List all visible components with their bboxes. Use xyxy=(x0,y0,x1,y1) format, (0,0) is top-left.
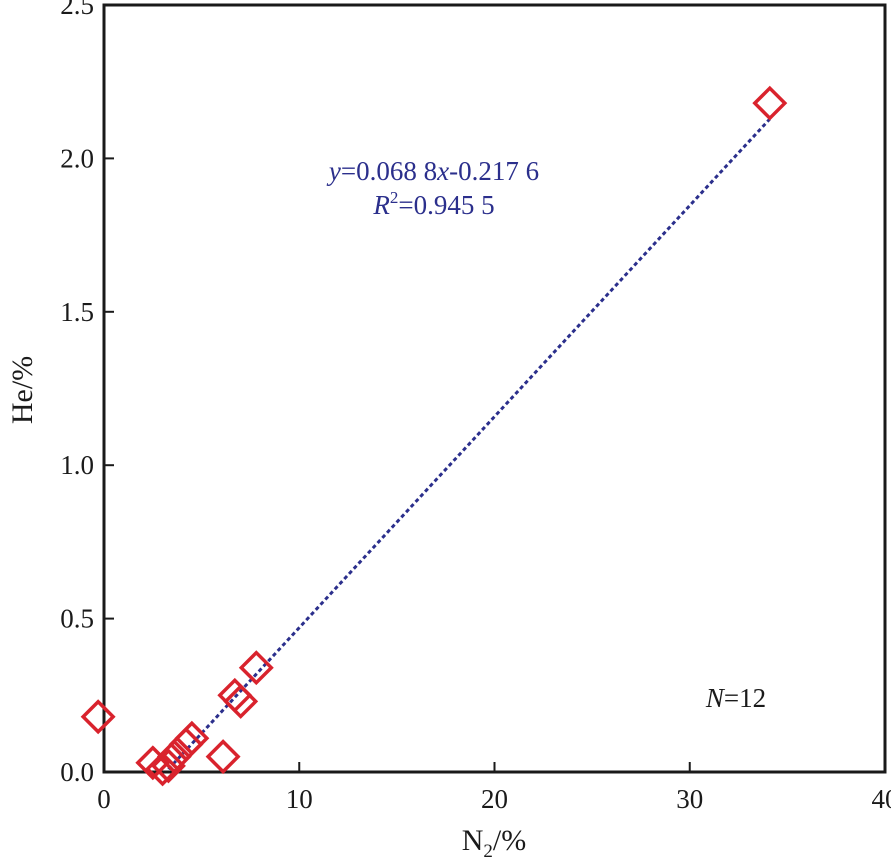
data-point-marker xyxy=(80,699,116,735)
data-point-marker xyxy=(205,739,241,775)
data-point-marker xyxy=(752,85,788,121)
data-points xyxy=(80,85,788,787)
data-point-marker xyxy=(145,751,181,787)
data-point-marker xyxy=(156,739,192,775)
y-axis-ticks: 0.0 0.5 1.0 1.5 2.0 2.5 xyxy=(60,0,114,787)
data-point-marker xyxy=(150,748,186,784)
trendline-group xyxy=(167,117,771,771)
y-tick-label: 1.5 xyxy=(60,297,94,327)
x-tick-label: 0 xyxy=(97,784,111,814)
y-tick-label: 0.5 xyxy=(60,604,94,634)
y-tick-label: 2.5 xyxy=(60,0,94,20)
data-point-marker xyxy=(174,720,210,756)
y-tick-label: 2.0 xyxy=(60,143,94,173)
x-tick-label: 40 xyxy=(872,784,891,814)
x-tick-label: 20 xyxy=(481,784,508,814)
data-point-marker xyxy=(238,650,274,686)
x-tick-label: 10 xyxy=(286,784,313,814)
y-axis-title: He/% xyxy=(6,356,39,424)
y-tick-label: 1.0 xyxy=(60,450,94,480)
regression-equation: y=0.068 8x-0.217 6 xyxy=(326,156,539,186)
sample-count-label: N=12 xyxy=(705,683,766,713)
data-point-marker xyxy=(223,683,259,719)
x-axis-ticks: 0 10 20 30 40 xyxy=(97,762,891,814)
x-axis-title: N2/% xyxy=(462,824,527,859)
r-squared-label: R2=0.945 5 xyxy=(372,188,494,220)
x-tick-label: 30 xyxy=(676,784,703,814)
y-tick-label: 0.0 xyxy=(60,757,94,787)
trendline xyxy=(167,117,771,771)
